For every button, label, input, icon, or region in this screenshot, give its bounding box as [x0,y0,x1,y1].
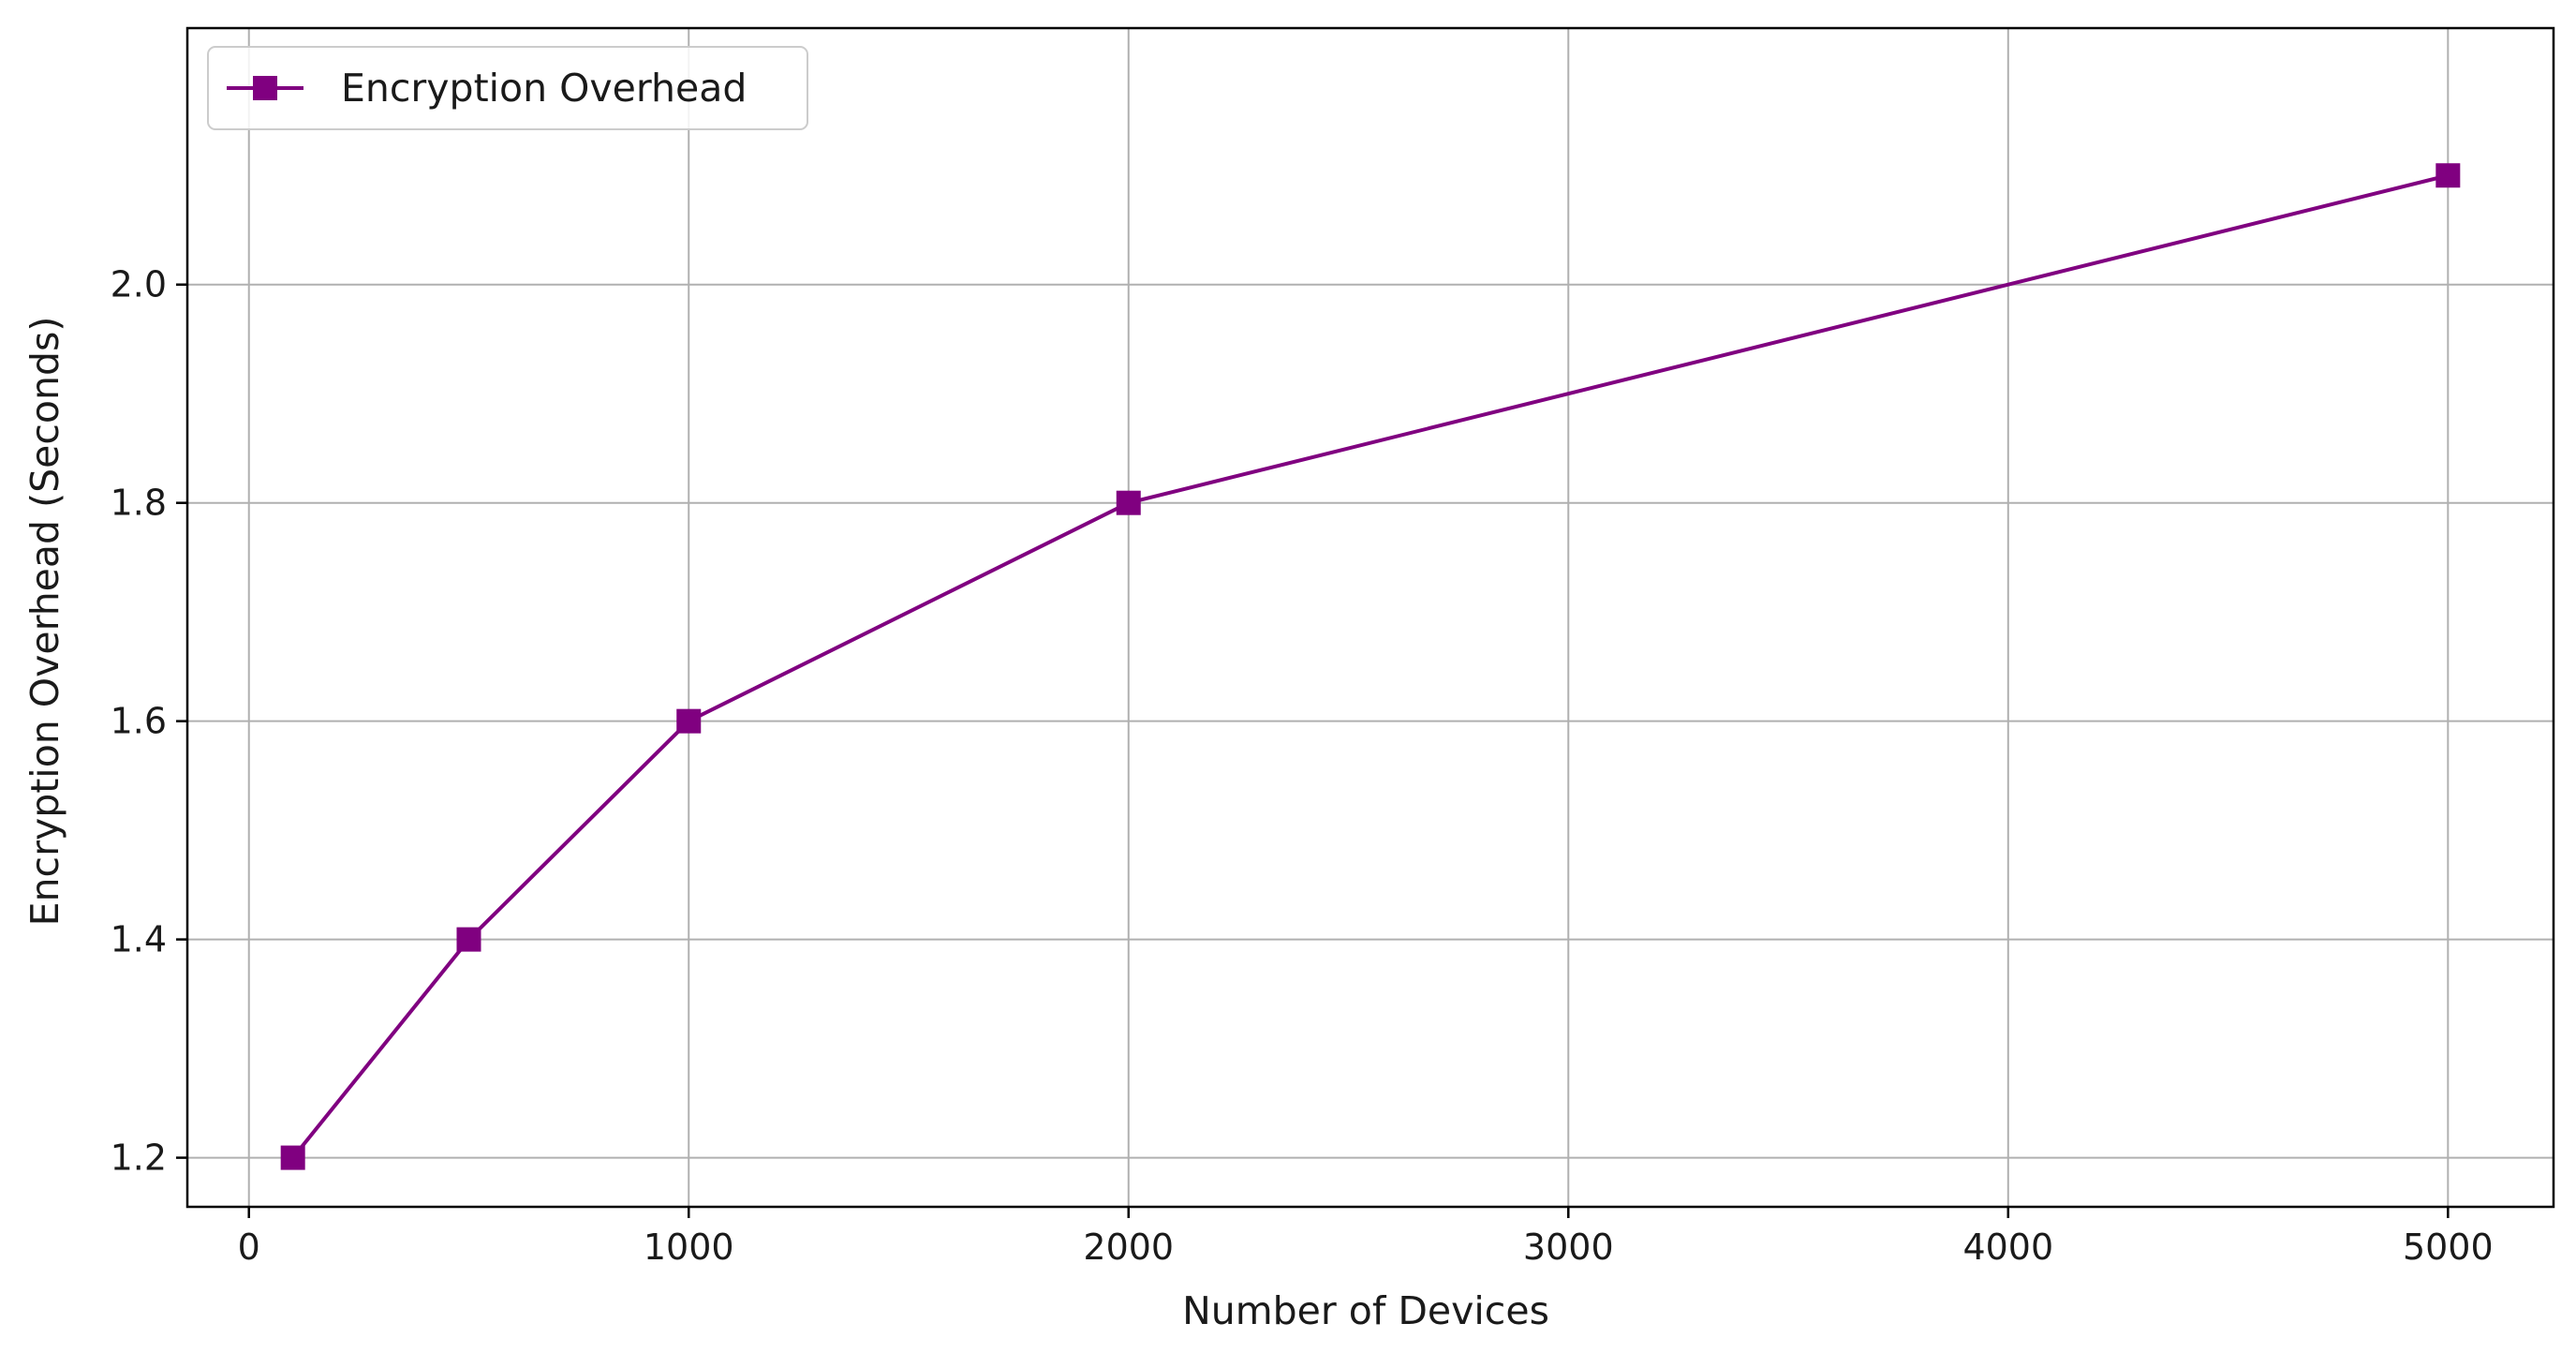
x-tick-label: 4000 [1962,1227,2053,1268]
y-tick-label: 1.6 [111,701,167,742]
x-tick-label: 3000 [1523,1227,1614,1268]
data-point [456,927,481,952]
y-tick-label: 1.4 [111,919,167,960]
x-axis-label: Number of Devices [1182,1288,1549,1333]
y-tick-label: 1.8 [111,483,167,524]
series-layer [280,163,2461,1170]
plot-frame [185,26,2555,1209]
y-axis-label: Encryption Overhead (Seconds) [22,317,67,927]
legend-label: Encryption Overhead [341,66,747,111]
x-tick-label: 5000 [2403,1227,2494,1268]
legend-box [207,46,808,130]
data-point [676,708,702,734]
x-tick-label: 1000 [644,1227,734,1268]
legend: Encryption Overhead [207,46,808,130]
y-tick-label: 2.0 [111,264,167,305]
data-point [280,1145,305,1170]
x-tick-label: 0 [238,1227,260,1268]
legend-marker-square [253,76,277,100]
x-tick-label: 2000 [1083,1227,1174,1268]
grid [187,28,2554,1207]
ticks: 0 1000 2000 3000 4000 5000 1.2 1.4 1.6 1.8 2.0 [111,264,2494,1268]
y-tick-label: 1.2 [111,1137,167,1179]
data-point [2435,163,2461,188]
data-point [1116,490,1141,515]
